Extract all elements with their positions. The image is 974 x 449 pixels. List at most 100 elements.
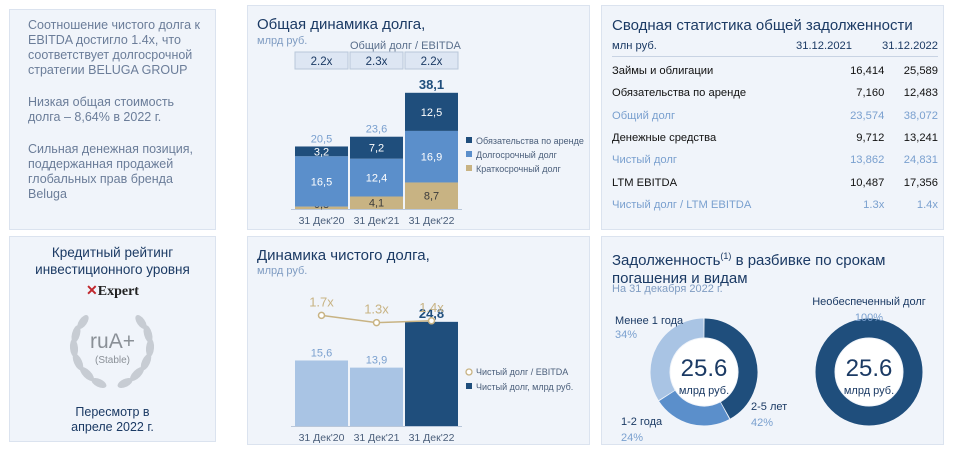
bar-segment xyxy=(350,136,403,159)
donut-slice xyxy=(659,390,730,426)
stats-row-value-2022: 13,241 xyxy=(903,132,938,145)
donut-slice xyxy=(703,318,758,419)
legend-swatch xyxy=(465,368,473,376)
donut-center-unit: млрд руб. xyxy=(679,385,729,397)
stats-row-label: Общий долг xyxy=(612,109,676,122)
stats-row-value-2022: 12,483 xyxy=(903,87,938,100)
bar-value-label: 7,2 xyxy=(369,143,384,155)
x-tick-label: 31 Дек'20 xyxy=(299,432,345,444)
stats-row-label: Чистый долг / LTM EBITDA xyxy=(612,198,752,211)
maturity-title-main: Задолженность xyxy=(612,252,721,269)
x-tick-label: 31 Дек'21 xyxy=(354,432,400,444)
maturity-chart: 25.6 млрд руб. Менее 1 года 34% 1-2 года 24% 2… xyxy=(615,296,926,444)
ratio-box xyxy=(349,51,404,70)
maturity-subtitle: На 31 декабря 2022 г. xyxy=(612,283,723,295)
bar-segment xyxy=(405,130,458,183)
bar xyxy=(295,360,348,426)
x-tick-label: 31 Дек'21 xyxy=(354,215,400,227)
legend-swatch xyxy=(466,165,472,171)
donut-center-value: 25.6 xyxy=(846,355,893,382)
donut-center-value: 25.6 xyxy=(681,355,728,382)
ratio-box xyxy=(294,51,349,70)
ratio-point xyxy=(372,318,381,327)
donut-slice-pct: 24% xyxy=(621,432,643,444)
bar-value-label: 12,5 xyxy=(421,107,442,119)
net-debt-title: Динамика чистого долга, xyxy=(257,247,430,264)
rating-title: Кредитный рейтинг инвестиционного уровня xyxy=(9,244,216,278)
stats-row-label: Займы и облигации xyxy=(612,65,714,78)
bar-segment xyxy=(405,182,458,209)
donut-slice-pct: 42% xyxy=(751,417,773,429)
stats-panel xyxy=(601,5,944,230)
stats-row-value-2021: 23,574 xyxy=(850,109,885,122)
total-debt-title: Общая динамика долга, xyxy=(257,16,426,33)
net-debt-unit: млрд руб. xyxy=(257,265,308,277)
stats-row-value-2021: 9,712 xyxy=(856,132,885,145)
stats-header-rule xyxy=(612,56,938,57)
maturity-title-rest: в разбивке по срокам xyxy=(731,252,886,269)
donut-slice-label: Необеспеченный долг xyxy=(812,296,926,308)
bar-value-label: 16,5 xyxy=(311,176,332,188)
donut-slice-label: Менее 1 года xyxy=(615,315,684,327)
stats-row-value-2022: 1.4x xyxy=(916,198,938,211)
stats-row-label: Чистый долг xyxy=(612,154,677,167)
legend-label: Обязательства по аренде xyxy=(476,136,584,146)
expert-logo: ✕Expert xyxy=(9,283,216,300)
donut-slice-label: 2-5 лет xyxy=(751,401,787,413)
stats-col2-header: 31.12.2022 xyxy=(882,40,938,52)
bar-segment xyxy=(350,158,403,197)
bar-segment xyxy=(295,156,348,207)
table-row: Чистый долг / LTM EBITDA 1.3x 1.4x xyxy=(612,194,938,216)
stats-row-value-2022: 38,072 xyxy=(903,109,938,122)
bar-segment xyxy=(350,196,403,209)
stats-table: Займы и облигации 16,414 25,589 Обязател… xyxy=(612,60,938,216)
laurel-wreath-icon xyxy=(69,315,155,388)
legend-swatch xyxy=(466,383,472,389)
bar-total-label: 38,1 xyxy=(419,77,444,92)
donut-hole xyxy=(670,338,738,406)
table-row: LTM EBITDA 10,487 17,356 xyxy=(612,171,938,193)
stats-row-label: LTM EBITDA xyxy=(612,176,678,189)
rating-title-line2: инвестиционного уровня xyxy=(35,262,190,277)
table-row: Денежные средства 9,712 13,241 xyxy=(612,127,938,149)
stats-row-value-2021: 1.3x xyxy=(863,198,885,211)
legend-swatch xyxy=(466,151,472,157)
table-row: Займы и облигации 16,414 25,589 xyxy=(612,60,938,82)
maturity-title-line2: погашения и видам xyxy=(612,270,748,287)
stats-row-label: Обязательства по аренде xyxy=(612,87,747,100)
legend-label: Чистый долг, млрд руб. xyxy=(476,382,573,392)
stats-row-value-2021: 13,862 xyxy=(850,154,885,167)
donut-slice-label: 1-2 года xyxy=(621,416,663,428)
bar-segment xyxy=(295,206,348,209)
ratio-label: 2.2x xyxy=(421,56,443,68)
stats-col1-header: 31.12.2021 xyxy=(796,40,852,52)
stats-row-value-2022: 24,831 xyxy=(903,154,938,167)
maturity-title: Задолженность(1) в разбивке по срокам по… xyxy=(612,247,885,288)
stats-row-value-2022: 17,356 xyxy=(903,176,938,189)
table-row: Обязательства по аренде 7,160 12,483 xyxy=(612,82,938,104)
ratio-label: 1.3x xyxy=(364,302,389,317)
ratio-point xyxy=(427,317,436,325)
maturity-title-footnote: (1) xyxy=(720,251,732,261)
legend-label: Чистый долг / EBITDA xyxy=(476,367,568,377)
bar xyxy=(350,367,403,426)
rating-review-line2: апреле 2022 г. xyxy=(71,420,154,434)
summary-text: Соотношение чистого долга к EBITDA дости… xyxy=(28,18,210,202)
bar-value-label: 3,2 xyxy=(314,146,329,158)
stats-row-value-2021: 10,487 xyxy=(850,176,885,189)
x-tick-label: 31 Дек'20 xyxy=(299,215,345,227)
total-debt-chart: 2.2x2.3x2.2x0,816,53,220,531 Дек'204,112… xyxy=(291,51,584,227)
summary-paragraph-1: Соотношение чистого долга к EBITDA дости… xyxy=(28,18,200,77)
table-row: Общий долг 23,574 38,072 xyxy=(612,105,938,127)
stats-row-value-2021: 16,414 xyxy=(850,65,885,78)
bar-value-label: 4,1 xyxy=(369,198,384,210)
total-debt-unit: млрд руб. xyxy=(257,35,308,47)
x-tick-label: 31 Дек'22 xyxy=(409,432,455,444)
bar-value-label: 24,8 xyxy=(419,306,444,321)
rating-grade: ruA+ xyxy=(90,330,135,353)
stats-unit: млн руб. xyxy=(612,40,657,52)
donut-center-unit: млрд руб. xyxy=(844,385,894,397)
donut-slice-pct: 100% xyxy=(855,312,883,324)
rating-title-line1: Кредитный рейтинг xyxy=(51,245,174,260)
table-row: Чистый долг 13,862 24,831 xyxy=(612,149,938,171)
